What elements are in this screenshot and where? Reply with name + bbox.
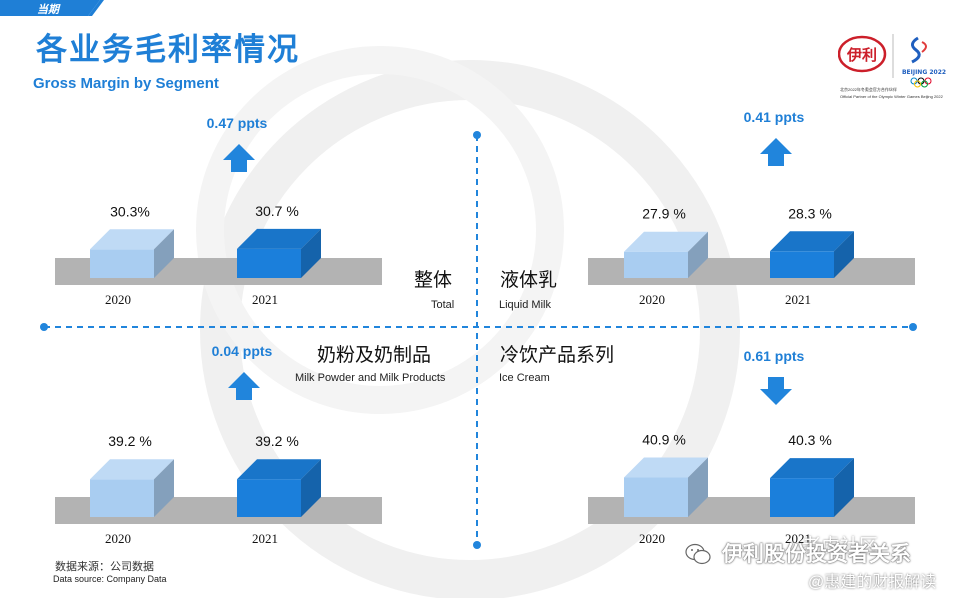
wechat-icon (685, 543, 711, 565)
arrow-up-icon (223, 144, 255, 172)
bar-top (90, 229, 174, 250)
category-label: 2020 (639, 531, 665, 546)
change-label: 0.41 ppts (744, 109, 805, 125)
bar-top (624, 457, 708, 478)
charts-group: 30.3% 2020 30.7 % 2021 0.47 ppts 27.9 % 2020 28… (55, 109, 915, 546)
bar-total-2020: 30.3% (90, 203, 174, 278)
segment-subtitle-milk-powder: Milk Powder and Milk Products (295, 372, 446, 384)
bar-milk-powder-2021: 39.2 % (237, 433, 321, 517)
chart-total: 30.3% 2020 30.7 % 2021 0.47 ppts (55, 115, 382, 307)
divider-dot (40, 323, 48, 331)
bar-total-2021: 30.7 % (237, 203, 321, 278)
bar-front (770, 251, 834, 278)
divider-dot (473, 541, 481, 549)
olympic-rings-icon (910, 77, 932, 88)
segment-subtitle-ice-cream: Ice Cream (499, 372, 550, 384)
header-tag-shape (0, 0, 100, 16)
bar-value-label: 39.2 % (108, 433, 152, 449)
category-label: 2020 (105, 292, 131, 307)
bar-top (770, 231, 854, 252)
change-label: 0.61 ppts (744, 348, 805, 364)
bar-front (770, 478, 834, 517)
bar-value-label: 30.7 % (255, 203, 299, 219)
bar-value-label: 40.3 % (788, 432, 832, 448)
category-label: 2021 (785, 531, 811, 546)
category-label: 2020 (105, 531, 131, 546)
yili-logo: 伊利 BEIJING 2022 (838, 34, 946, 88)
decor-circle (196, 46, 564, 414)
category-label: 2021 (785, 292, 811, 307)
divider-dot (909, 323, 917, 331)
bar-front (624, 251, 688, 278)
watermark-account: 伊利股份投资者关系 (722, 543, 911, 566)
bar-front (90, 479, 154, 517)
bar-liquid-milk-2021: 28.3 % (770, 205, 854, 278)
source-note-cn: 数据来源：公司数据 (55, 560, 154, 573)
change-label: 0.04 ppts (212, 343, 273, 359)
bar-top (624, 231, 708, 252)
bar-side (301, 228, 321, 278)
category-label: 2021 (252, 531, 278, 546)
segment-subtitle-total: Total (431, 299, 455, 311)
bar-milk-powder-2020: 39.2 % (90, 433, 174, 517)
logo-partner-text: BEIJING 2022 (902, 69, 946, 76)
bar-top (237, 228, 321, 249)
bar-top (237, 459, 321, 480)
bar-side (301, 459, 321, 517)
bar-top (90, 459, 174, 480)
watermark-author: @惠建的财报解读 (808, 574, 937, 591)
bar-ice-cream-2021: 40.3 % (770, 432, 854, 517)
page-title: 各业务毛利率情况 (36, 32, 300, 68)
bar-value-label: 30.3% (110, 203, 150, 219)
watermark-community: 老虎社区 (802, 536, 879, 557)
bar-side (834, 231, 854, 278)
arrow-up-icon (228, 372, 260, 400)
bar-front (90, 249, 154, 278)
bar-top (770, 458, 854, 479)
category-label: 2021 (252, 292, 278, 307)
bar-value-label: 28.3 % (788, 205, 832, 221)
page-subtitle: Gross Margin by Segment (33, 75, 219, 92)
chart-ice-cream: 40.9 % 2020 40.3 % 2021 0.61 ppts (588, 348, 915, 546)
header-tag-stripe (88, 0, 104, 16)
logo-caption-en: Official Partner of the Olympic Winter G… (840, 94, 943, 99)
header-tag: 当期 (37, 3, 59, 16)
bar-value-label: 40.9 % (642, 432, 686, 448)
segment-title-milk-powder: 奶粉及奶制品 (317, 344, 432, 366)
logo-oval-icon (838, 35, 887, 73)
bar-side (154, 229, 174, 278)
bar-side (834, 458, 854, 517)
bar-side (154, 459, 174, 517)
bar-front (237, 248, 301, 278)
arrow-up-icon (760, 138, 792, 166)
olympic-emblem-stroke (921, 41, 927, 53)
arrow-down-icon (760, 377, 792, 405)
logo-brand: 伊利 (846, 46, 877, 64)
olympic-emblem-icon (911, 36, 921, 64)
category-label: 2020 (639, 292, 665, 307)
logo-caption-cn: 北京2022年冬奥会官方合作伙伴 (840, 87, 897, 92)
source-note-en: Data source: Company Data (53, 574, 167, 584)
bar-front (624, 477, 688, 517)
bar-ice-cream-2020: 40.9 % (624, 432, 708, 517)
segment-subtitle-liquid-milk: Liquid Milk (499, 299, 551, 311)
chart-liquid-milk: 27.9 % 2020 28.3 % 2021 0.41 ppts (588, 109, 915, 307)
segment-title-liquid-milk: 液体乳 (500, 269, 558, 291)
bar-side (688, 457, 708, 517)
segment-title-ice-cream: 冷饮产品系列 (500, 344, 615, 366)
chart-milk-powder: 39.2 % 2020 39.2 % 2021 0.04 ppts (55, 343, 382, 546)
divider-dot (473, 131, 481, 139)
change-label: 0.47 ppts (207, 115, 268, 131)
bar-value-label: 27.9 % (642, 206, 686, 222)
bar-side (688, 231, 708, 278)
bar-liquid-milk-2020: 27.9 % (624, 206, 708, 278)
bar-value-label: 39.2 % (255, 433, 299, 449)
segment-title-total: 整体 (414, 269, 453, 291)
bar-front (237, 479, 301, 517)
